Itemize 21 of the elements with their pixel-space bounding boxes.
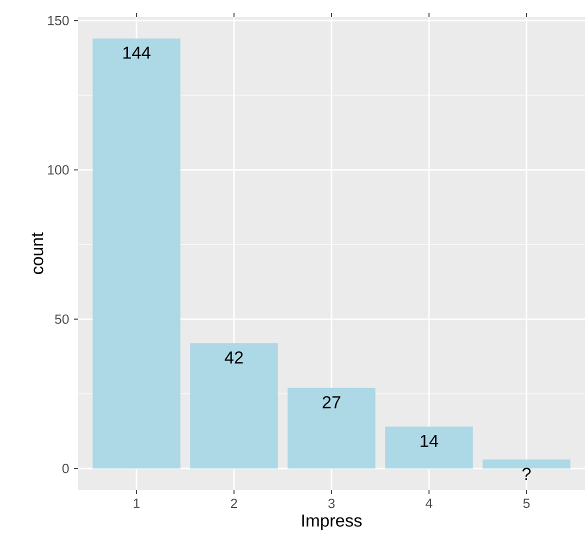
data-label: 42 [224,351,243,364]
x-axis-title: Impress [302,514,362,530]
bar [288,388,376,468]
y-tick-label: 100 [48,165,69,175]
y-axis-title: count [32,232,44,274]
data-label: 27 [322,396,340,408]
x-tick-label: 4 [426,498,432,508]
x-tick-label: 3 [328,498,335,508]
y-tick-label: 0 [62,464,69,474]
x-tick-label: 5 [523,498,530,508]
bar [482,460,570,468]
y-tick-label: 150 [48,16,69,26]
bar [92,38,180,468]
x-tick-label: 2 [230,498,238,508]
x-tick-label: 1 [134,498,140,508]
bar [385,426,473,468]
bar [190,343,278,468]
data-label: 144 [123,46,150,59]
data-label: 14 [420,434,438,447]
data-label: ? [522,468,531,480]
y-tick-label: 50 [55,314,69,324]
